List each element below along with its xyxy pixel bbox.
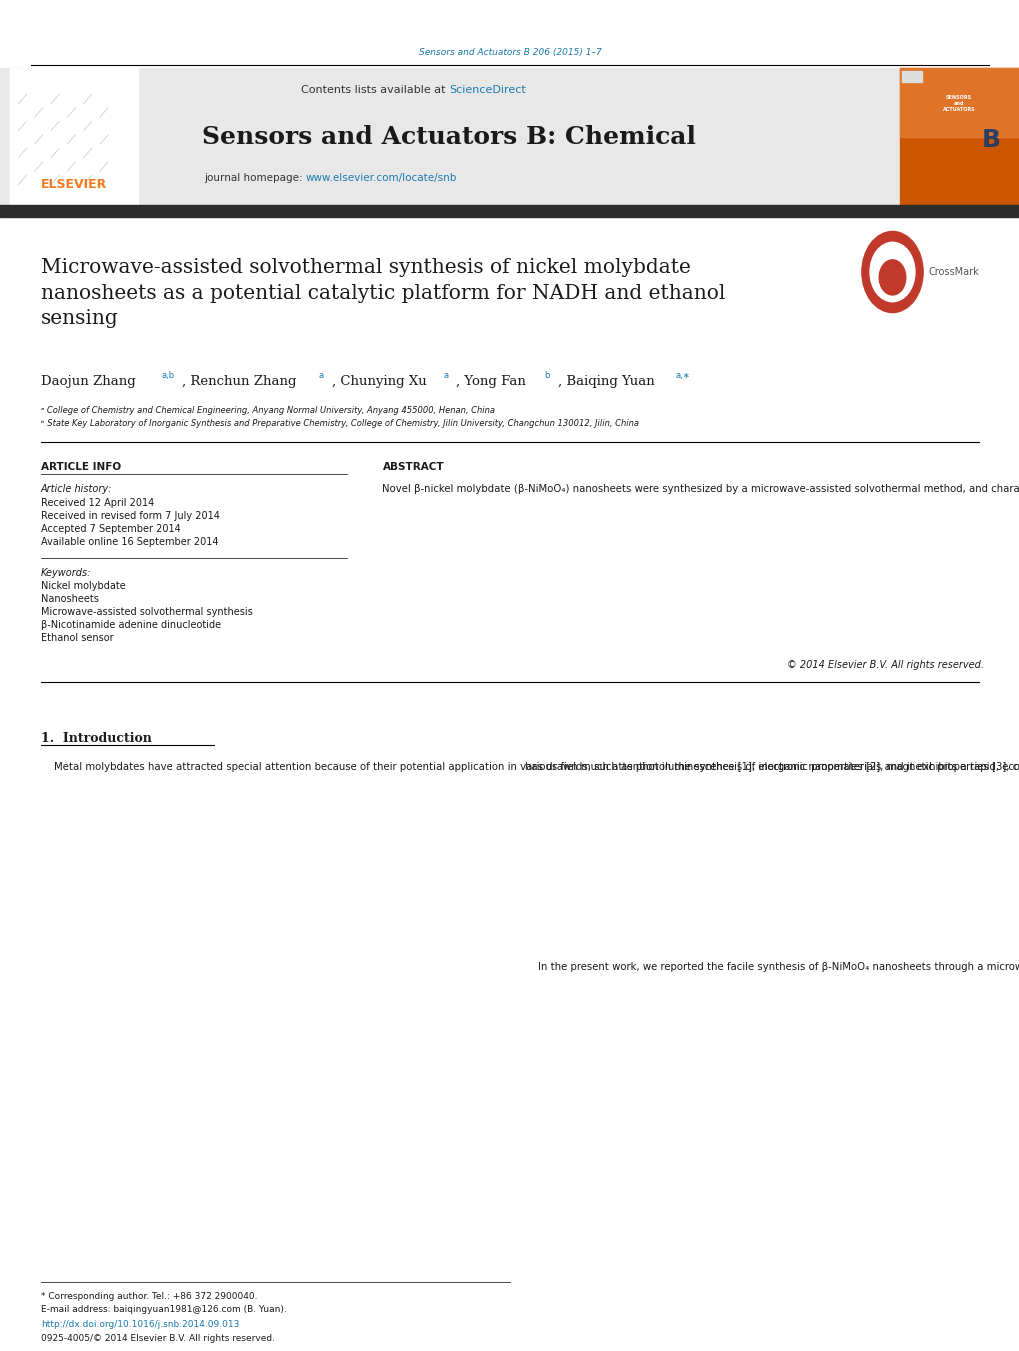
Text: , Baiqing Yuan: , Baiqing Yuan bbox=[557, 376, 654, 389]
Bar bbox=[899, 68, 1019, 205]
Text: journal homepage:: journal homepage: bbox=[204, 173, 306, 182]
Text: has drawn much attention in the synthesis of inorganic nanomaterials and it exhi: has drawn much attention in the synthesi… bbox=[525, 762, 1019, 771]
Text: 0925-4005/© 2014 Elsevier B.V. All rights reserved.: 0925-4005/© 2014 Elsevier B.V. All right… bbox=[41, 1333, 274, 1343]
Text: ScienceDirect: ScienceDirect bbox=[448, 85, 525, 95]
Text: In the present work, we reported the facile synthesis of β-NiMoO₄ nanosheets thr: In the present work, we reported the fac… bbox=[525, 962, 1019, 971]
Text: Sensors and Actuators B: Chemical: Sensors and Actuators B: Chemical bbox=[202, 126, 695, 149]
Text: Received in revised form 7 July 2014: Received in revised form 7 July 2014 bbox=[41, 511, 219, 521]
Circle shape bbox=[878, 259, 905, 295]
Text: a,b: a,b bbox=[161, 370, 174, 380]
Text: http://dx.doi.org/10.1016/j.snb.2014.09.013: http://dx.doi.org/10.1016/j.snb.2014.09.… bbox=[41, 1320, 238, 1329]
Circle shape bbox=[869, 242, 914, 301]
Text: Article history:: Article history: bbox=[41, 484, 112, 494]
Bar bbox=[10, 68, 138, 205]
Text: Microwave-assisted solvothermal synthesis of nickel molybdate
nanosheets as a po: Microwave-assisted solvothermal synthesi… bbox=[41, 258, 725, 328]
Text: SENSORS
and
ACTUATORS: SENSORS and ACTUATORS bbox=[942, 95, 974, 112]
Text: ᵇ State Key Laboratory of Inorganic Synthesis and Preparative Chemistry, College: ᵇ State Key Laboratory of Inorganic Synt… bbox=[41, 420, 638, 428]
Text: b: b bbox=[544, 370, 549, 380]
Text: www.elsevier.com/locate/snb: www.elsevier.com/locate/snb bbox=[306, 173, 457, 182]
Bar bbox=[0, 68, 899, 205]
Text: a,∗: a,∗ bbox=[675, 370, 689, 380]
Text: a: a bbox=[443, 370, 448, 380]
Text: , Chunying Xu: , Chunying Xu bbox=[331, 376, 426, 389]
Bar bbox=[901, 70, 921, 81]
Text: Received 12 April 2014: Received 12 April 2014 bbox=[41, 499, 154, 508]
Bar bbox=[0, 205, 1019, 218]
Text: Daojun Zhang: Daojun Zhang bbox=[41, 376, 136, 389]
Text: * Corresponding author. Tel.: +86 372 2900040.: * Corresponding author. Tel.: +86 372 29… bbox=[41, 1292, 257, 1301]
Circle shape bbox=[861, 231, 922, 312]
Text: β-Nicotinamide adenine dinucleotide: β-Nicotinamide adenine dinucleotide bbox=[41, 620, 221, 630]
Text: ELSEVIER: ELSEVIER bbox=[42, 178, 107, 192]
Bar bbox=[899, 68, 1019, 136]
Text: Available online 16 September 2014: Available online 16 September 2014 bbox=[41, 536, 218, 547]
Text: , Renchun Zhang: , Renchun Zhang bbox=[181, 376, 296, 389]
Text: Contents lists available at: Contents lists available at bbox=[301, 85, 448, 95]
Text: Sensors and Actuators B 206 (2015) 1–7: Sensors and Actuators B 206 (2015) 1–7 bbox=[418, 47, 601, 57]
Text: Microwave-assisted solvothermal synthesis: Microwave-assisted solvothermal synthesi… bbox=[41, 607, 253, 617]
Text: , Yong Fan: , Yong Fan bbox=[455, 376, 526, 389]
Text: Novel β-nickel molybdate (β-NiMoO₄) nanosheets were synthesized by a microwave-a: Novel β-nickel molybdate (β-NiMoO₄) nano… bbox=[382, 484, 1019, 494]
Text: Keywords:: Keywords: bbox=[41, 567, 91, 578]
Text: Nanosheets: Nanosheets bbox=[41, 594, 99, 604]
Text: 1.  Introduction: 1. Introduction bbox=[41, 732, 152, 744]
Text: ABSTRACT: ABSTRACT bbox=[382, 462, 443, 471]
Text: ᵃ College of Chemistry and Chemical Engineering, Anyang Normal University, Anyan: ᵃ College of Chemistry and Chemical Engi… bbox=[41, 405, 494, 415]
Text: Ethanol sensor: Ethanol sensor bbox=[41, 634, 113, 643]
Text: Accepted 7 September 2014: Accepted 7 September 2014 bbox=[41, 524, 180, 534]
Text: B: B bbox=[981, 128, 1000, 153]
Text: Metal molybdates have attracted special attention because of their potential app: Metal molybdates have attracted special … bbox=[41, 762, 1019, 771]
Text: © 2014 Elsevier B.V. All rights reserved.: © 2014 Elsevier B.V. All rights reserved… bbox=[787, 661, 983, 670]
Text: E-mail address: baiqingyuan1981@126.com (B. Yuan).: E-mail address: baiqingyuan1981@126.com … bbox=[41, 1305, 286, 1315]
Text: CrossMark: CrossMark bbox=[927, 267, 978, 277]
Text: ARTICLE INFO: ARTICLE INFO bbox=[41, 462, 121, 471]
Text: a: a bbox=[318, 370, 323, 380]
Text: Nickel molybdate: Nickel molybdate bbox=[41, 581, 125, 590]
